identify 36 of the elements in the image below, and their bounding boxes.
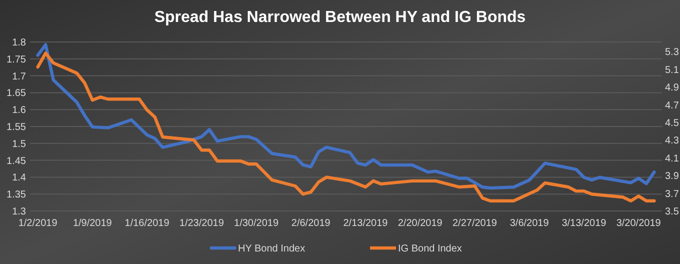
y-tick-label: 1.6: [12, 105, 26, 116]
x-tick-label: 1/30/2019: [234, 218, 279, 229]
y2-tick-label: 5.1: [665, 64, 680, 76]
x-tick-label: 1/23/2019: [179, 218, 224, 229]
y2-tick-label: 3.9: [665, 171, 680, 182]
y-tick-label: 1.75: [6, 54, 26, 66]
y2-tick-label: 3.7: [665, 188, 680, 200]
x-tick-label: 3/6/2019: [510, 218, 550, 229]
y-tick-label: 1.35: [6, 190, 26, 201]
x-tick-label: 1/2/2019: [18, 218, 58, 229]
y-tick-label: 1.4: [12, 172, 26, 184]
y2-tick-label: 3.5: [665, 206, 680, 218]
y2-tick-label: 4.1: [665, 153, 680, 164]
y-tick-label: 1.55: [6, 122, 26, 133]
x-tick-label: 3/20/2019: [616, 218, 662, 229]
chart-title: Spread Has Narrowed Between HY and IG Bonds: [154, 9, 526, 26]
y2-tick-label: 4.5: [665, 118, 680, 130]
y-tick-label: 1.8: [12, 38, 26, 48]
x-tick-label: 2/13/2019: [343, 218, 388, 229]
y-tick-label: 1.7: [12, 71, 26, 82]
y2-tick-label: 4.9: [665, 82, 680, 94]
y2-tick-label: 4.3: [665, 136, 680, 147]
y-tick-label: 1.65: [6, 88, 26, 100]
x-tick-label: 2/20/2019: [398, 218, 443, 229]
y-tick-label: 1.5: [12, 138, 26, 150]
x-tick-label: 1/9/2019: [72, 218, 112, 229]
y-tick-label: 1.45: [6, 156, 26, 167]
y-tick-label: 1.3: [12, 206, 26, 218]
y2-tick-label: 5.3: [665, 47, 680, 58]
x-tick-label: 2/27/2019: [452, 218, 498, 229]
y2-tick-label: 4.7: [665, 100, 680, 112]
x-tick-label: 2/6/2019: [291, 218, 331, 229]
x-tick-label: 3/13/2019: [562, 218, 607, 229]
legend-label: IG Bond Index: [398, 244, 462, 254]
x-tick-label: 1/16/2019: [124, 218, 170, 229]
legend-label: HY Bond Index: [238, 244, 306, 254]
